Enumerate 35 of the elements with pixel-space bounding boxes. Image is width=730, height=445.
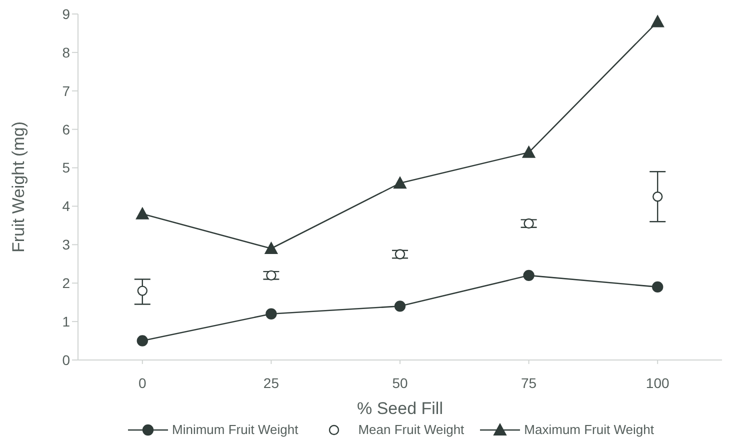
- y-tick-label: 6: [62, 121, 70, 138]
- y-axis-title: Fruit Weight (mg): [9, 122, 28, 252]
- point: [266, 308, 277, 320]
- point: [136, 335, 148, 346]
- y-tick-label: 9: [62, 6, 70, 22]
- point: [652, 281, 664, 293]
- legend-label: Maximum Fruit Weight: [524, 422, 654, 437]
- point: [264, 242, 278, 254]
- point: [394, 176, 406, 189]
- point: [136, 207, 149, 220]
- point: [524, 218, 534, 229]
- point: [522, 146, 536, 158]
- y-tick-label: 4: [62, 198, 70, 214]
- y-tick-label: 1: [62, 314, 70, 330]
- x-axis-title: % Seed Fill: [357, 399, 443, 418]
- point: [137, 286, 148, 296]
- x-tick-label: 100: [646, 374, 670, 391]
- y-tick-label: 2: [62, 275, 70, 292]
- point: [651, 15, 664, 28]
- point: [523, 270, 534, 282]
- legend-label: Mean Fruit Weight: [358, 422, 464, 437]
- y-tick-label: 5: [62, 160, 70, 176]
- legend-label: Minimum Fruit Weight: [172, 422, 298, 437]
- point: [394, 300, 406, 312]
- point: [394, 249, 406, 260]
- x-tick-label: 0: [138, 374, 146, 391]
- y-tick-label: 7: [62, 82, 70, 99]
- y-tick-label: 8: [62, 44, 70, 60]
- y-tick-label: 0: [62, 352, 70, 368]
- point: [652, 192, 663, 202]
- x-tick-label: 25: [263, 374, 280, 391]
- x-tick-label: 50: [392, 374, 408, 391]
- point: [266, 270, 276, 281]
- y-tick-label: 3: [62, 236, 70, 253]
- x-tick-label: 75: [521, 374, 537, 391]
